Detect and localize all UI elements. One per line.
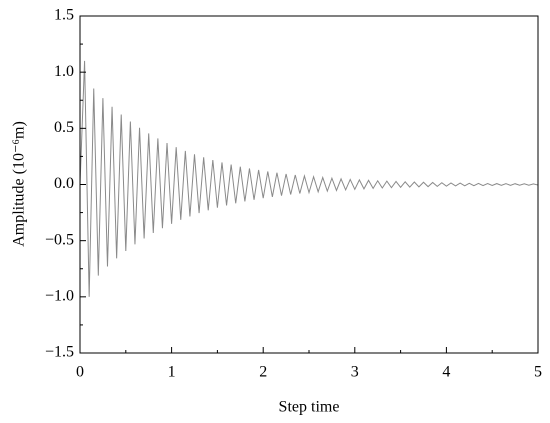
y-tick-label: −1.0 xyxy=(45,288,74,305)
x-tick-label: 2 xyxy=(259,364,267,381)
x-tick-label: 3 xyxy=(351,364,359,381)
data-line xyxy=(79,60,539,297)
x-tick-label: 5 xyxy=(534,364,542,381)
y-tick-label: −0.5 xyxy=(45,231,74,248)
plot-frame xyxy=(79,15,539,354)
y-axis-label: Amplitude (10⁻⁶m) xyxy=(11,121,28,247)
y-tick-label: 0.5 xyxy=(54,119,74,136)
y-tick-label: 1.5 xyxy=(54,7,74,24)
y-tick-label: −1.5 xyxy=(45,344,74,361)
x-tick-label: 0 xyxy=(76,364,84,381)
y-tick-label: 0.0 xyxy=(54,175,74,192)
x-axis-label: Step time xyxy=(279,399,340,416)
y-tick-label: 1.0 xyxy=(54,63,74,80)
x-tick-label: 4 xyxy=(442,364,450,381)
x-tick-label: 1 xyxy=(168,364,176,381)
